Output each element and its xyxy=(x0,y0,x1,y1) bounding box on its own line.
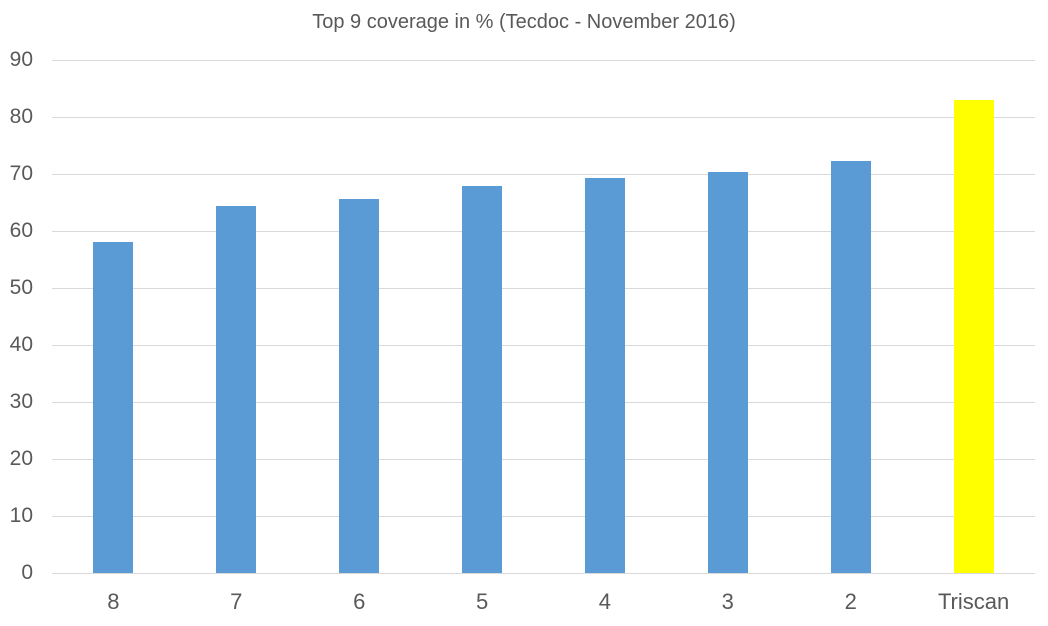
bar-4 xyxy=(584,178,625,573)
gridline-50 xyxy=(52,288,1035,289)
x-axis-tick-5: 5 xyxy=(475,589,489,614)
plot-area xyxy=(52,60,1035,574)
x-axis-tick-7: 7 xyxy=(230,589,243,614)
y-axis-tick-70: 70 xyxy=(9,162,33,185)
gridline-70 xyxy=(52,174,1035,175)
y-axis-tick-80: 80 xyxy=(9,105,33,128)
x-axis-tick-3: 3 xyxy=(721,589,734,614)
gridline-40 xyxy=(52,345,1035,346)
y-axis-tick-10: 10 xyxy=(9,504,33,527)
gridline-10 xyxy=(52,516,1035,517)
x-axis-tick-8: 8 xyxy=(107,589,120,614)
x-axis-tick-2: 2 xyxy=(844,589,857,614)
y-axis-tick-0: 0 xyxy=(21,561,33,584)
x-axis-tick-6: 6 xyxy=(353,589,366,614)
gridline-0 xyxy=(52,573,1035,574)
bar-3 xyxy=(707,172,748,573)
gridline-60 xyxy=(52,231,1035,232)
gridline-90 xyxy=(52,60,1035,61)
x-axis-tick-4: 4 xyxy=(598,589,612,614)
y-axis-tick-40: 40 xyxy=(9,333,33,356)
bar-triscan xyxy=(953,99,994,573)
bar-5 xyxy=(462,186,503,573)
y-axis-tick-50: 50 xyxy=(9,276,33,299)
bar-2 xyxy=(830,160,871,573)
gridline-20 xyxy=(52,459,1035,460)
bar-7 xyxy=(216,205,257,573)
y-axis-tick-20: 20 xyxy=(9,447,33,470)
x-axis-tick-triscan: Triscan xyxy=(937,589,1010,614)
bar-8 xyxy=(93,241,134,573)
y-axis-tick-30: 30 xyxy=(9,390,33,413)
y-axis-tick-90: 90 xyxy=(9,48,33,71)
y-axis-tick-60: 60 xyxy=(9,219,33,242)
gridline-30 xyxy=(52,402,1035,403)
gridline-80 xyxy=(52,117,1035,118)
bar-6 xyxy=(339,198,380,573)
chart-title: Top 9 coverage in % (Tecdoc - November 2… xyxy=(312,11,736,33)
